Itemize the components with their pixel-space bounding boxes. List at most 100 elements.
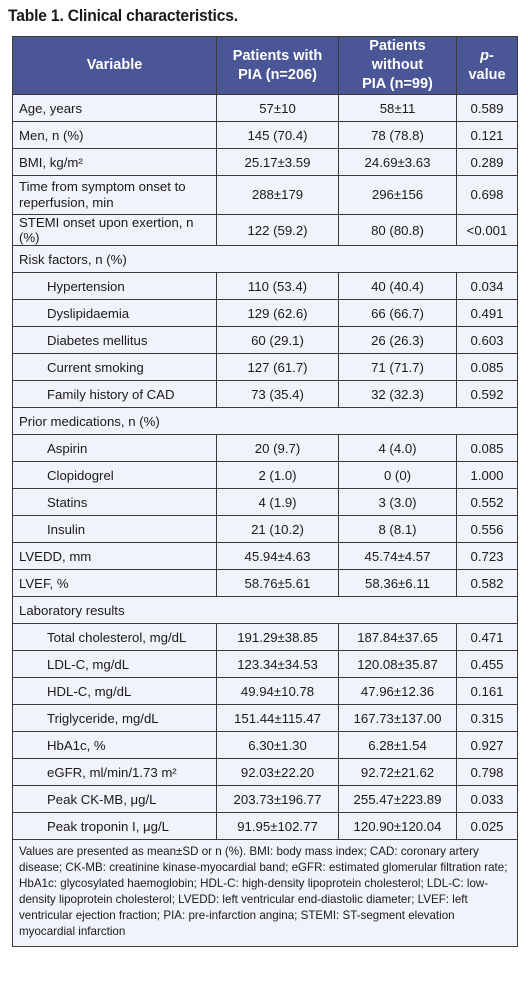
variable-cell: Current smoking: [12, 353, 217, 381]
table-row: Current smoking 127 (61.7) 71 (71.7) 0.085: [12, 353, 518, 381]
variable-cell: HDL-C, mg/dL: [12, 677, 217, 705]
pia-value-cell: 129 (62.6): [216, 299, 339, 327]
variable-cell: Aspirin: [12, 434, 217, 462]
variable-cell: Diabetes mellitus: [12, 326, 217, 354]
variable-cell: Total cholesterol, mg/dL: [12, 623, 217, 651]
pia-value-cell: 2 (1.0): [216, 461, 339, 489]
header-p-rest: -value: [468, 47, 506, 83]
table-row: Hypertension 110 (53.4) 40 (40.4) 0.034: [12, 272, 518, 300]
header-patients-with-pia: Patients with PIA (n=206): [216, 36, 339, 95]
no-pia-value-cell: 8 (8.1): [338, 515, 457, 543]
table-row: BMI, kg/m² 25.17±3.59 24.69±3.63 0.289: [12, 148, 518, 176]
section-row: Laboratory results: [12, 596, 518, 624]
p-value-cell: 0.723: [456, 542, 518, 570]
variable-cell: Age, years: [12, 94, 217, 122]
variable-cell: Men, n (%): [12, 121, 217, 149]
p-value-cell: 0.315: [456, 704, 518, 732]
no-pia-value-cell: 120.08±35.87: [338, 650, 457, 678]
pia-value-cell: 127 (61.7): [216, 353, 339, 381]
table-row: Total cholesterol, mg/dL 191.29±38.85 187.…: [12, 623, 518, 651]
pia-value-cell: 92.03±22.20: [216, 758, 339, 786]
p-value-cell: 0.034: [456, 272, 518, 300]
header-row: Variable Patients with PIA (n=206) Patie…: [12, 36, 518, 95]
p-value-cell: 0.289: [456, 148, 518, 176]
no-pia-value-cell: 6.28±1.54: [338, 731, 457, 759]
p-value-cell: 0.582: [456, 569, 518, 597]
table-row: Dyslipidaemia 129 (62.6) 66 (66.7) 0.491: [12, 299, 518, 327]
p-value-cell: <0.001: [456, 214, 518, 246]
header-nopia-line1: Patients without: [369, 38, 426, 73]
header-p-italic: p: [480, 47, 489, 64]
table-row: HDL-C, mg/dL 49.94±10.78 47.96±12.36 0.161: [12, 677, 518, 705]
pia-value-cell: 45.94±4.63: [216, 542, 339, 570]
variable-cell: Peak CK-MB, μg/L: [12, 785, 217, 813]
no-pia-value-cell: 58±11: [338, 94, 457, 122]
variable-cell: eGFR, ml/min/1.73 m²: [12, 758, 217, 786]
no-pia-value-cell: 26 (26.3): [338, 326, 457, 354]
table-row: Time from symptom onset to reperfusion, …: [12, 175, 518, 215]
p-value-cell: 1.000: [456, 461, 518, 489]
table-row: LDL-C, mg/dL 123.34±34.53 120.08±35.87 0.45…: [12, 650, 518, 678]
table-row: LVEF, % 58.76±5.61 58.36±6.11 0.582: [12, 569, 518, 597]
variable-cell: STEMI onset upon exertion, n (%): [12, 214, 217, 246]
p-value-cell: 0.085: [456, 353, 518, 381]
header-patients-without-pia: Patients without PIA (n=99): [338, 36, 457, 95]
variable-cell: LVEDD, mm: [12, 542, 217, 570]
no-pia-value-cell: 66 (66.7): [338, 299, 457, 327]
header-pia-line1: Patients with: [232, 47, 323, 64]
pia-value-cell: 21 (10.2): [216, 515, 339, 543]
variable-cell: Triglyceride, mg/dL: [12, 704, 217, 732]
pia-value-cell: 288±179: [216, 175, 339, 215]
no-pia-value-cell: 4 (4.0): [338, 434, 457, 462]
no-pia-value-cell: 78 (78.8): [338, 121, 457, 149]
variable-cell: Time from symptom onset to reperfusion, …: [12, 175, 217, 215]
p-value-cell: 0.033: [456, 785, 518, 813]
pia-value-cell: 25.17±3.59: [216, 148, 339, 176]
table-row: Insulin 21 (10.2) 8 (8.1) 0.556: [12, 515, 518, 543]
clinical-characteristics-table: Variable Patients with PIA (n=206) Patie…: [12, 36, 518, 947]
p-value-cell: 0.556: [456, 515, 518, 543]
no-pia-value-cell: 45.74±4.57: [338, 542, 457, 570]
table-row: Statins 4 (1.9) 3 (3.0) 0.552: [12, 488, 518, 516]
table-row: Clopidogrel 2 (1.0) 0 (0) 1.000: [12, 461, 518, 489]
variable-cell: Dyslipidaemia: [12, 299, 217, 327]
section-row: Risk factors, n (%): [12, 245, 518, 273]
p-value-cell: 0.589: [456, 94, 518, 122]
variable-cell: Family history of CAD: [12, 380, 217, 408]
no-pia-value-cell: 47.96±12.36: [338, 677, 457, 705]
table-row: Men, n (%) 145 (70.4) 78 (78.8) 0.121: [12, 121, 518, 149]
pia-value-cell: 57±10: [216, 94, 339, 122]
table-title: Table 1. Clinical characteristics.: [8, 6, 238, 25]
pia-value-cell: 151.44±115.47: [216, 704, 339, 732]
pia-value-cell: 4 (1.9): [216, 488, 339, 516]
variable-cell: BMI, kg/m²: [12, 148, 217, 176]
p-value-cell: 0.927: [456, 731, 518, 759]
variable-cell: Insulin: [12, 515, 217, 543]
p-value-cell: 0.698: [456, 175, 518, 215]
pia-value-cell: 58.76±5.61: [216, 569, 339, 597]
pia-value-cell: 122 (59.2): [216, 214, 339, 246]
variable-cell: Peak troponin I, μg/L: [12, 812, 217, 840]
header-pia-line2: PIA (n=206): [238, 66, 317, 83]
pia-value-cell: 145 (70.4): [216, 121, 339, 149]
p-value-cell: 0.455: [456, 650, 518, 678]
no-pia-value-cell: 120.90±120.04: [338, 812, 457, 840]
variable-cell: Statins: [12, 488, 217, 516]
footnote: Values are presented as mean±SD or n (%)…: [12, 839, 518, 947]
pia-value-cell: 20 (9.7): [216, 434, 339, 462]
p-value-cell: 0.592: [456, 380, 518, 408]
section-label: Prior medications, n (%): [12, 407, 518, 435]
table-row: Age, years 57±10 58±11 0.589: [12, 94, 518, 122]
header-p-value: p-value: [456, 36, 518, 95]
no-pia-value-cell: 58.36±6.11: [338, 569, 457, 597]
variable-cell: LDL-C, mg/dL: [12, 650, 217, 678]
no-pia-value-cell: 187.84±37.65: [338, 623, 457, 651]
variable-cell: Clopidogrel: [12, 461, 217, 489]
no-pia-value-cell: 80 (80.8): [338, 214, 457, 246]
header-variable: Variable: [12, 36, 217, 95]
pia-value-cell: 6.30±1.30: [216, 731, 339, 759]
p-value-cell: 0.121: [456, 121, 518, 149]
table-row: Aspirin 20 (9.7) 4 (4.0) 0.085: [12, 434, 518, 462]
variable-cell: Hypertension: [12, 272, 217, 300]
